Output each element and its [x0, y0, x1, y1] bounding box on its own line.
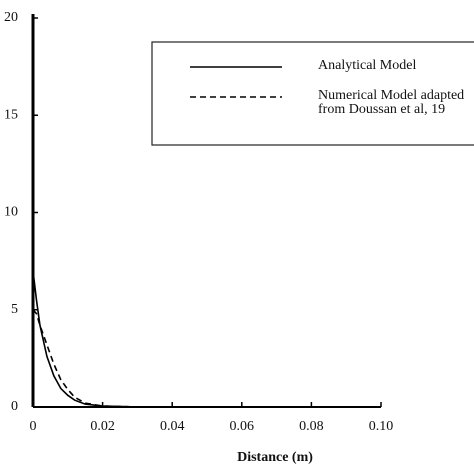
- x-tick-label: 0.06: [230, 419, 255, 434]
- legend-box: [151, 41, 474, 146]
- x-tick-label: 0.08: [299, 419, 324, 434]
- series-line: [32, 309, 381, 408]
- y-tick-label: 0: [11, 399, 18, 414]
- series-line: [32, 270, 381, 408]
- x-tick-label: 0.02: [90, 419, 115, 434]
- x-axis-label: Distance (m): [237, 450, 313, 465]
- y-tick-label: 15: [4, 107, 18, 122]
- y-tick-label: 20: [4, 10, 18, 25]
- x-tick-label: 0: [30, 419, 37, 434]
- legend-label: Numerical Model adapted from Doussan et …: [318, 88, 465, 117]
- x-tick-label: 0.10: [369, 419, 394, 434]
- y-tick-label: 5: [11, 302, 18, 317]
- x-tick-label: 0.04: [160, 419, 185, 434]
- y-tick-label: 10: [4, 205, 18, 220]
- legend-label: Analytical Model: [318, 58, 417, 73]
